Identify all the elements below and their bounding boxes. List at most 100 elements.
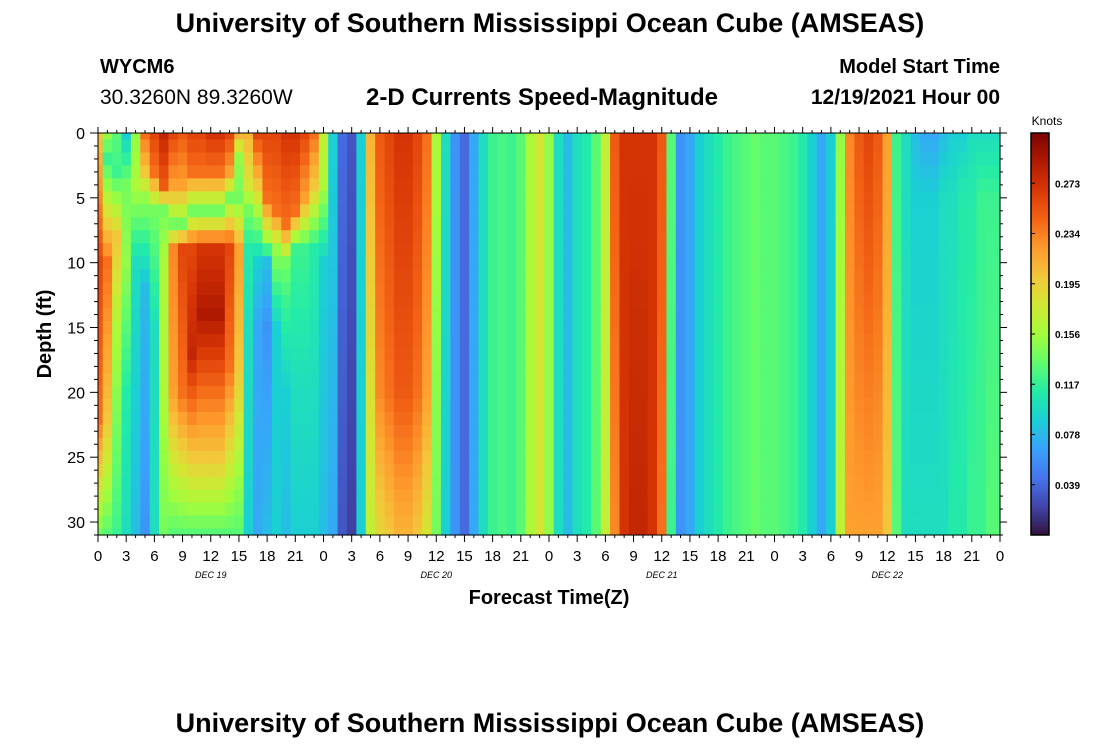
heatmap-cell xyxy=(751,243,762,257)
heatmap-cell xyxy=(769,230,780,244)
heatmap-cell xyxy=(478,256,489,270)
heatmap-cell xyxy=(797,372,808,387)
heatmap-cell xyxy=(563,178,574,192)
heatmap-cell xyxy=(704,295,715,309)
heatmap-cell xyxy=(375,152,386,167)
heatmap-cell xyxy=(469,269,480,283)
heatmap-cell xyxy=(610,334,621,348)
heatmap-cell xyxy=(309,152,320,167)
heatmap-cell xyxy=(901,515,912,530)
heatmap-cell xyxy=(976,437,987,452)
heatmap-cell xyxy=(572,133,583,141)
heatmap-cell xyxy=(487,476,498,491)
heatmap-cell xyxy=(281,133,292,141)
heatmap-cell xyxy=(168,269,179,283)
heatmap-cell xyxy=(985,230,996,244)
heatmap-cell xyxy=(497,528,508,536)
heatmap-cell xyxy=(957,178,968,192)
heatmap-cell xyxy=(544,204,555,218)
heatmap-cell xyxy=(478,502,489,517)
heatmap-cell xyxy=(130,411,141,426)
heatmap-cell xyxy=(469,321,480,335)
heatmap-cell xyxy=(431,502,442,517)
heatmap-cell xyxy=(769,165,780,179)
heatmap-cell xyxy=(967,528,978,536)
heatmap-cell xyxy=(675,398,686,413)
heatmap-cell xyxy=(741,204,752,218)
heatmap-cell xyxy=(713,398,724,413)
heatmap-cell xyxy=(694,133,705,141)
heatmap-cell xyxy=(694,152,705,167)
heatmap-cell xyxy=(497,230,508,244)
heatmap-cell xyxy=(863,152,874,167)
heatmap-cell xyxy=(534,489,545,504)
heatmap-cell xyxy=(224,139,235,154)
heatmap-cell xyxy=(177,489,188,504)
heatmap-cell xyxy=(328,282,339,296)
heatmap-cell xyxy=(995,256,1001,270)
heatmap-cell xyxy=(722,308,733,322)
heatmap-cell xyxy=(262,424,273,439)
heatmap-cell xyxy=(506,204,517,218)
heatmap-cell xyxy=(619,489,630,504)
heatmap-cell xyxy=(412,256,423,270)
heatmap-cell xyxy=(403,346,414,361)
heatmap-cell xyxy=(187,243,198,257)
heatmap-cell xyxy=(243,321,254,335)
heatmap-cell xyxy=(346,528,357,536)
heatmap-cell xyxy=(337,424,348,439)
heatmap-cell xyxy=(140,489,151,504)
heatmap-cell xyxy=(206,515,217,530)
heatmap-cell xyxy=(581,165,592,179)
heatmap-cell xyxy=(826,133,837,141)
heatmap-cell xyxy=(619,230,630,244)
heatmap-cell xyxy=(318,133,329,141)
heatmap-cell xyxy=(422,424,433,439)
heatmap-cell xyxy=(525,178,536,192)
heatmap-cell xyxy=(450,334,461,348)
heatmap-cell xyxy=(196,165,207,179)
heatmap-cell xyxy=(159,528,170,536)
heatmap-cell xyxy=(835,133,846,141)
heatmap-cell xyxy=(901,269,912,283)
heatmap-cell xyxy=(910,256,921,270)
heatmap-cell xyxy=(234,230,245,244)
heatmap-cell xyxy=(610,256,621,270)
heatmap-cell xyxy=(281,489,292,504)
heatmap-cell xyxy=(572,295,583,309)
heatmap-cell xyxy=(440,256,451,270)
heatmap-cell xyxy=(196,463,207,478)
heatmap-cell xyxy=(159,217,170,231)
heatmap-cell xyxy=(741,528,752,536)
heatmap-cell xyxy=(957,515,968,530)
heatmap-cell xyxy=(365,411,376,426)
heatmap-cell xyxy=(318,178,329,192)
heatmap-cell xyxy=(412,450,423,465)
x-tick-label: 18 xyxy=(259,548,276,565)
heatmap-cell xyxy=(487,437,498,452)
heatmap-cell xyxy=(722,334,733,348)
heatmap-cell xyxy=(694,502,705,517)
heatmap-cell xyxy=(149,191,160,205)
heatmap-cell xyxy=(572,282,583,296)
heatmap-cell xyxy=(440,385,451,400)
heatmap-cell xyxy=(506,346,517,361)
heatmap-cell xyxy=(393,282,404,296)
heatmap-cell xyxy=(234,385,245,400)
heatmap-cell xyxy=(281,528,292,536)
heatmap-cell xyxy=(544,450,555,465)
heatmap-cell xyxy=(619,321,630,335)
heatmap-cell xyxy=(985,282,996,296)
heatmap-cell xyxy=(102,411,113,426)
heatmap-cell xyxy=(384,476,395,491)
heatmap-cell xyxy=(694,372,705,387)
heatmap-cell xyxy=(516,346,527,361)
heatmap-cell xyxy=(816,502,827,517)
heatmap-cell xyxy=(469,133,480,141)
heatmap-cell xyxy=(469,282,480,296)
heatmap-cell xyxy=(628,230,639,244)
heatmap-cell xyxy=(901,178,912,192)
heatmap-cell xyxy=(835,450,846,465)
heatmap-cell xyxy=(159,178,170,192)
heatmap-cell xyxy=(581,346,592,361)
